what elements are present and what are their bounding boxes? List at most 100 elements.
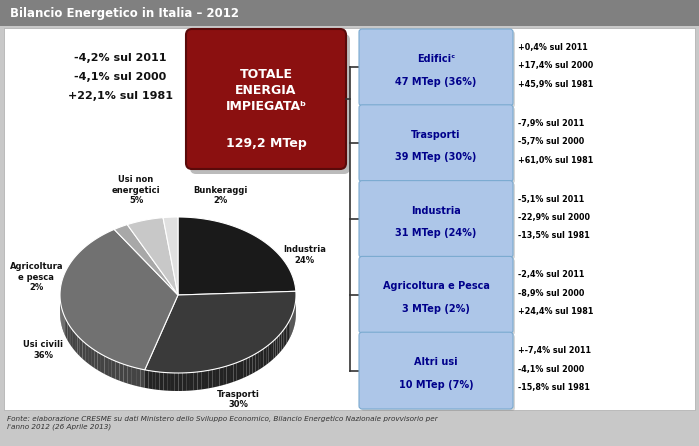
FancyBboxPatch shape xyxy=(361,258,515,335)
Bar xyxy=(4,28,695,410)
Polygon shape xyxy=(159,372,164,390)
Polygon shape xyxy=(240,360,243,380)
Polygon shape xyxy=(62,310,64,331)
FancyBboxPatch shape xyxy=(359,332,513,409)
Polygon shape xyxy=(124,364,128,384)
Polygon shape xyxy=(98,352,101,372)
Polygon shape xyxy=(264,347,266,367)
Polygon shape xyxy=(261,349,264,368)
FancyBboxPatch shape xyxy=(186,29,346,169)
Polygon shape xyxy=(128,366,132,385)
Polygon shape xyxy=(108,358,112,378)
Polygon shape xyxy=(198,372,201,390)
Polygon shape xyxy=(115,361,120,381)
Text: TOTALE
ENERGIA
IMPIEGATAᵇ: TOTALE ENERGIA IMPIEGATAᵇ xyxy=(226,69,307,113)
Text: Bunkeraggi
2%: Bunkeraggi 2% xyxy=(193,186,247,205)
Text: 3 MTep (2%): 3 MTep (2%) xyxy=(402,304,470,314)
Polygon shape xyxy=(278,334,280,355)
Polygon shape xyxy=(64,316,66,337)
Polygon shape xyxy=(280,332,282,353)
Text: Trasporti: Trasporti xyxy=(411,130,461,140)
Polygon shape xyxy=(230,364,233,383)
Text: +0,4% sul 2011: +0,4% sul 2011 xyxy=(518,43,588,52)
FancyBboxPatch shape xyxy=(361,31,515,108)
FancyBboxPatch shape xyxy=(359,29,513,106)
Text: Industria
24%: Industria 24% xyxy=(283,245,326,264)
Polygon shape xyxy=(226,365,230,384)
Text: +61,0% sul 1981: +61,0% sul 1981 xyxy=(518,156,593,165)
Text: Usi non
energetici
5%: Usi non energetici 5% xyxy=(112,175,160,205)
Text: 31 MTep (24%): 31 MTep (24%) xyxy=(396,228,477,238)
Polygon shape xyxy=(104,356,108,376)
Polygon shape xyxy=(60,229,178,370)
Polygon shape xyxy=(283,328,285,348)
Polygon shape xyxy=(167,373,171,391)
FancyBboxPatch shape xyxy=(359,105,513,182)
Text: -7,9% sul 2011: -7,9% sul 2011 xyxy=(518,119,584,128)
Polygon shape xyxy=(136,368,140,387)
FancyBboxPatch shape xyxy=(361,334,515,411)
Text: +22,1% sul 1981: +22,1% sul 1981 xyxy=(68,91,173,101)
Polygon shape xyxy=(271,341,273,361)
Polygon shape xyxy=(85,343,88,363)
Text: 10 MTep (7%): 10 MTep (7%) xyxy=(398,380,473,390)
FancyBboxPatch shape xyxy=(361,107,515,184)
Text: 39 MTep (30%): 39 MTep (30%) xyxy=(396,153,477,162)
FancyBboxPatch shape xyxy=(359,256,513,333)
Polygon shape xyxy=(282,330,283,351)
Polygon shape xyxy=(73,330,75,351)
Polygon shape xyxy=(289,318,291,339)
Polygon shape xyxy=(164,372,167,391)
Text: Bilancio Energetico in Italia – 2012: Bilancio Energetico in Italia – 2012 xyxy=(10,7,239,20)
FancyBboxPatch shape xyxy=(190,34,350,174)
Text: -15,8% sul 1981: -15,8% sul 1981 xyxy=(518,383,590,392)
Polygon shape xyxy=(273,339,275,359)
Polygon shape xyxy=(101,354,104,374)
FancyBboxPatch shape xyxy=(361,182,515,260)
Polygon shape xyxy=(91,348,94,368)
Text: -2,4% sul 2011: -2,4% sul 2011 xyxy=(518,270,584,280)
Text: Altri usi: Altri usi xyxy=(415,357,458,367)
Polygon shape xyxy=(219,367,223,386)
Polygon shape xyxy=(223,366,226,385)
Text: Agricoltura e Pesca: Agricoltura e Pesca xyxy=(382,281,489,291)
Polygon shape xyxy=(148,371,152,389)
Text: -4,1% sul 2000: -4,1% sul 2000 xyxy=(518,365,584,374)
Polygon shape xyxy=(75,333,78,354)
Text: Usi civili
36%: Usi civili 36% xyxy=(23,340,63,360)
Polygon shape xyxy=(112,359,115,379)
Polygon shape xyxy=(268,343,271,363)
Polygon shape xyxy=(175,373,178,391)
Polygon shape xyxy=(285,326,287,346)
Text: +17,4% sul 2000: +17,4% sul 2000 xyxy=(518,62,593,70)
Polygon shape xyxy=(114,225,178,295)
Polygon shape xyxy=(145,370,148,388)
Polygon shape xyxy=(246,357,250,376)
Polygon shape xyxy=(201,371,205,389)
Text: -8,9% sul 2000: -8,9% sul 2000 xyxy=(518,289,584,298)
Polygon shape xyxy=(255,352,258,372)
Polygon shape xyxy=(67,322,69,343)
Text: -4,1% sul 2000: -4,1% sul 2000 xyxy=(74,72,166,82)
Text: -5,7% sul 2000: -5,7% sul 2000 xyxy=(518,137,584,146)
Text: Trasporti
30%: Trasporti 30% xyxy=(217,390,259,409)
Text: -22,9% sul 2000: -22,9% sul 2000 xyxy=(518,213,590,222)
FancyBboxPatch shape xyxy=(359,181,513,257)
Polygon shape xyxy=(252,354,255,374)
Polygon shape xyxy=(205,370,209,389)
Polygon shape xyxy=(287,323,288,344)
Polygon shape xyxy=(288,321,289,341)
Polygon shape xyxy=(156,372,159,390)
Polygon shape xyxy=(88,346,91,366)
Polygon shape xyxy=(237,361,240,380)
Polygon shape xyxy=(71,328,73,348)
Text: -5,1% sul 2011: -5,1% sul 2011 xyxy=(518,194,584,204)
Polygon shape xyxy=(250,355,252,375)
Polygon shape xyxy=(82,341,85,361)
Polygon shape xyxy=(291,314,293,334)
Polygon shape xyxy=(94,350,98,370)
Polygon shape xyxy=(69,325,71,346)
Polygon shape xyxy=(163,217,178,295)
Text: 129,2 MTep: 129,2 MTep xyxy=(226,136,306,149)
Text: -13,5% sul 1981: -13,5% sul 1981 xyxy=(518,231,590,240)
